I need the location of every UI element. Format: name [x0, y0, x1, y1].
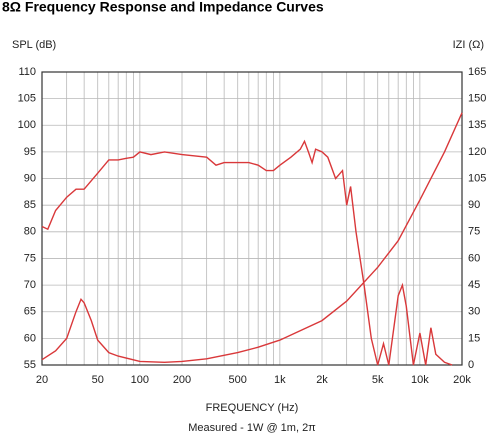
y2-tick-label: 165 [468, 66, 486, 78]
subtitle: Measured - 1W @ 1m, 2π [188, 422, 316, 434]
y2-tick-label: 75 [468, 226, 480, 238]
x-tick-label: 20 [36, 374, 48, 386]
y2-tick-label: 90 [468, 199, 480, 211]
y2-tick-label: 15 [468, 332, 480, 344]
y-tick-label: 65 [24, 306, 36, 318]
y-tick-label: 90 [24, 172, 36, 184]
y2-tick-label: 105 [468, 172, 486, 184]
x-tick-label: 500 [229, 374, 247, 386]
y2-tick-label: 120 [468, 146, 486, 158]
y-tick-label: 55 [24, 359, 36, 371]
y-tick-label: 100 [18, 119, 36, 131]
line-series [41, 112, 463, 364]
x-tick-label: 10k [411, 374, 429, 386]
plot-frame [41, 71, 463, 366]
y2-tick-label: 0 [468, 359, 474, 371]
y-tick-label: 95 [24, 146, 36, 158]
x-tick-label: 50 [92, 374, 104, 386]
y-tick-label: 70 [24, 279, 36, 291]
x-tick-label: 100 [131, 374, 149, 386]
y-tick-label: 105 [18, 93, 36, 105]
y2-axis-label: IZI (Ω) [453, 39, 484, 51]
x-tick-label: 5k [372, 374, 384, 386]
y-tick-label: 110 [18, 66, 36, 78]
x-tick-label: 2k [316, 374, 328, 386]
y-tick-label: 85 [24, 199, 36, 211]
x-tick-label: 200 [173, 374, 191, 386]
chart-title: 8Ω Frequency Response and Impedance Curv… [2, 0, 324, 15]
x-axis-label: FREQUENCY (Hz) [206, 402, 299, 414]
y-tick-label: 60 [24, 332, 36, 344]
y2-tick-label: 135 [468, 119, 486, 131]
x-tick-label: 20k [453, 374, 471, 386]
x-tick-label: 1k [274, 374, 286, 386]
y2-tick-label: 60 [468, 252, 480, 264]
y2-tick-label: 45 [468, 279, 480, 291]
y2-tick-label: 30 [468, 306, 480, 318]
y-tick-label: 75 [24, 252, 36, 264]
y2-tick-label: 150 [468, 93, 486, 105]
line-series [41, 139, 453, 366]
y-axis-label: SPL (dB) [12, 39, 56, 51]
y-tick-label: 80 [24, 226, 36, 238]
